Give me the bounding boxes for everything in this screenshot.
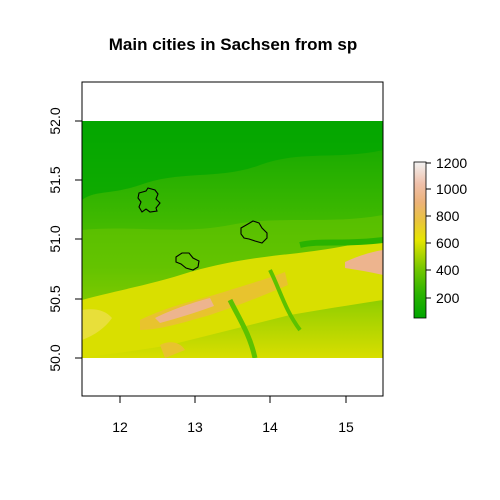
y-tick-label: 52.0	[47, 107, 63, 134]
x-tick-label: 12	[112, 419, 128, 435]
dresden-outline	[240, 220, 268, 244]
y-tick-label: 51.0	[47, 225, 63, 252]
x-tick-label: 14	[262, 419, 278, 435]
legend-colorbar	[413, 161, 427, 319]
legend-label: 400	[436, 262, 460, 278]
leipzig-outline	[137, 187, 161, 213]
city-outlines	[137, 187, 268, 271]
elevation-raster	[82, 121, 383, 358]
legend: 200 400 600 800 1000 1200	[413, 155, 467, 319]
legend-label: 600	[436, 235, 460, 251]
legend-label: 1000	[436, 181, 467, 197]
y-axis: 50.0 50.5 51.0 51.5 52.0	[47, 107, 83, 372]
y-tick-label: 50.5	[47, 285, 63, 312]
x-tick-label: 13	[187, 419, 203, 435]
legend-label: 800	[436, 208, 460, 224]
x-tick-label: 15	[338, 419, 354, 435]
legend-label: 200	[436, 290, 460, 306]
x-axis: 12 13 14 15	[112, 395, 354, 435]
legend-label: 1200	[436, 155, 467, 171]
chemnitz-outline	[175, 252, 200, 271]
y-tick-label: 51.5	[47, 166, 63, 193]
map-title: Main cities in Sachsen from sp	[109, 35, 357, 54]
y-tick-label: 50.0	[47, 344, 63, 371]
